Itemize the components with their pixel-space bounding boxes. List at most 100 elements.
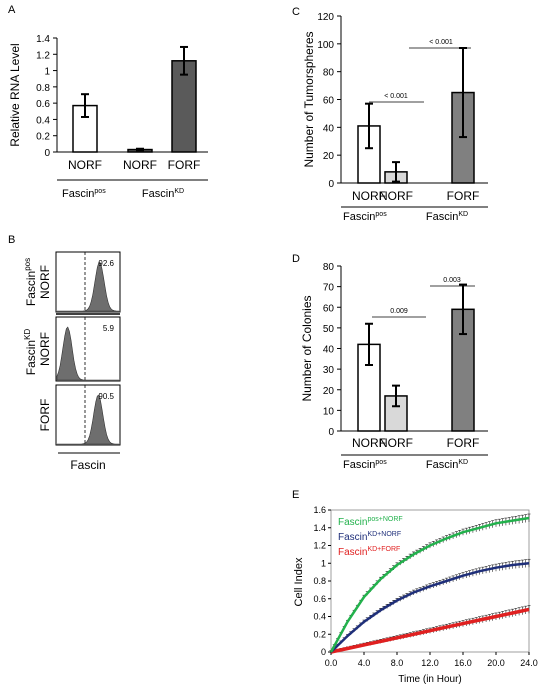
panel-d-ytick-label: 20 (323, 386, 335, 397)
panel-e-legend-entry: FascinKD+FORF (338, 546, 400, 558)
panel-label-d: D (292, 253, 300, 265)
panel-a-ytick-label: 0 (44, 148, 50, 159)
panel-d-group-fascin-kd-sup: KD (458, 459, 468, 466)
panel-c-group-fascin-kd-base: Fascin (426, 211, 458, 223)
panel-d-pvalue: 0.003 (443, 277, 461, 284)
panel-a-group-fascin-pos: Fascinpos (62, 188, 106, 200)
panel-a-bar (171, 60, 197, 153)
panel-a-ytick-label: 0.6 (36, 99, 50, 110)
panel-d-group-fascin-kd: FascinKD (426, 459, 468, 471)
panel-d-group-fascin-pos-base: Fascin (343, 459, 375, 471)
panel-e-ylabel: Cell Index (293, 557, 305, 606)
panel-e-legend-entry-sup: KD+FORF (367, 546, 400, 553)
panel-d-category-label: FORF (447, 436, 480, 450)
panel-b-group-fascin-kd: FascinKD (23, 329, 38, 376)
panel-e-legend-entry: FascinKD+NORF (338, 531, 401, 543)
panel-e-xtick-label: 24.0 (520, 658, 538, 668)
panel-d-ytick-label: 10 (323, 406, 335, 417)
panel-e-ytick-label: 1.2 (313, 541, 326, 551)
panel-e-legend-entry-sup: KD+NORF (367, 531, 401, 538)
panel-d-ytick-label: 80 (323, 262, 335, 273)
panel-a-ytick-label: 0.4 (36, 115, 50, 126)
panel-c-category-label: NORF (379, 189, 413, 203)
panel-a-group-fascin-kd-base: Fascin (142, 188, 174, 200)
panel-d-ytick-label: 50 (323, 324, 335, 335)
panel-a-group-fascin-pos-base: Fascin (62, 188, 94, 200)
panel-b-group-fascin-kd-base: Fascin (24, 340, 38, 375)
panel-a-group-fascin-kd: FascinKD (142, 188, 184, 200)
panel-e-ytick-label: 0.6 (313, 594, 326, 604)
panel-b-group-fascin-pos-base: Fascin (24, 271, 38, 306)
panel-b-percent: 5.9 (103, 324, 115, 333)
panel-e-legend-entry-base: Fascin (338, 547, 367, 558)
panel-d-category-label: NORF (352, 436, 386, 450)
panel-e-xtick-label: 0.0 (325, 658, 338, 668)
panel-d-group-fascin-pos: Fascinpos (343, 459, 387, 471)
panel-c-group-fascin-kd-sup: KD (458, 211, 468, 218)
panel-e-ytick-label: 0.8 (313, 576, 326, 586)
panel-a-ytick-label: 1 (44, 67, 50, 78)
panel-a-ytick-label: 0.2 (36, 132, 50, 143)
panel-d-pvalue: 0.009 (390, 308, 408, 315)
panel-label-e: E (292, 489, 299, 501)
panel-a-ylabel: Relative RNA Level (8, 43, 22, 146)
panel-e-legend-entry: Fascinpos+NORF (338, 516, 403, 528)
panel-e-xtick-label: 16.0 (454, 658, 472, 668)
panel-e-xtick-label: 12.0 (421, 658, 439, 668)
panel-e-xlabel: Time (in Hour) (398, 674, 462, 685)
panel-b-histogram-peak (56, 326, 119, 381)
panel-e-ytick-label: 1 (321, 558, 326, 568)
panel-a-ytick-label: 0.8 (36, 83, 50, 94)
panel-e-series-line (330, 607, 530, 654)
panel-c-ylabel: Number of Tumorspheres (302, 31, 316, 167)
panel-b-row-label: FORF (38, 399, 52, 432)
panel-b-histogram-box (55, 251, 121, 313)
panel-d-ytick-label: 70 (323, 283, 335, 294)
panel-d-ylabel: Number of Colonies (300, 295, 314, 401)
panel-b-histogram-box (55, 384, 121, 446)
panel-b-histogram-peak (57, 395, 119, 445)
panel-c-ytick-label: 120 (317, 12, 334, 23)
panel-b-group-fascin-kd-sup: KD (23, 329, 32, 340)
panel-e-xtick-label: 8.0 (391, 658, 404, 668)
panel-b-histogram-peak (57, 262, 119, 312)
panel-e-ytick-label: 0.4 (313, 612, 326, 622)
panel-label-b: B (8, 234, 15, 246)
panel-a-ytick-label: 1.4 (36, 34, 50, 45)
panel-c-pvalue: < 0.001 (384, 93, 408, 100)
panel-c-ytick-label: 20 (323, 151, 335, 162)
panel-c-pvalue: < 0.001 (429, 39, 453, 46)
panel-d-category-label: NORF (379, 436, 413, 450)
panel-c-ytick-label: 60 (323, 96, 335, 107)
panel-e-xtick-label: 20.0 (487, 658, 505, 668)
panel-b-group-fascin-pos: Fascinpos (23, 258, 38, 306)
panel-c-group-fascin-kd: FascinKD (426, 211, 468, 223)
panel-b-xlabel: Fascin (70, 458, 105, 472)
panel-e-series-line (329, 516, 530, 653)
panel-d-group-fascin-pos-sup: pos (375, 459, 387, 466)
panel-c-group-fascin-pos: Fascinpos (343, 211, 387, 223)
panel-b-row-label: NORF (38, 265, 52, 299)
panel-b-percent: 90.5 (98, 392, 114, 401)
panel-c-ytick-label: 40 (323, 123, 335, 134)
panel-d-group-fascin-kd-base: Fascin (426, 459, 458, 471)
panel-c-ytick-label: 80 (323, 68, 335, 79)
panel-a-category-label: NORF (123, 158, 157, 172)
panel-e-series-line (330, 562, 530, 653)
panel-c-ytick-label: 0 (328, 179, 334, 190)
panel-e-ytick-label: 0.2 (313, 629, 326, 639)
panel-b-group-fascin-pos-sup: pos (23, 258, 32, 271)
panel-e-legend-entry-sup: pos+NORF (367, 516, 402, 523)
panel-c-group-fascin-pos-base: Fascin (343, 211, 375, 223)
panel-label-c: C (292, 6, 300, 18)
panel-e-ytick-label: 1.4 (313, 523, 326, 533)
panel-c-ytick-label: 100 (317, 40, 334, 51)
panel-e-xtick-label: 4.0 (358, 658, 371, 668)
panel-d-ytick-label: 60 (323, 303, 335, 314)
panel-a-group-fascin-kd-sup: KD (174, 188, 184, 195)
panel-e-legend-entry-base: Fascin (338, 532, 367, 543)
panel-a-category-label: NORF (68, 158, 102, 172)
panel-e-ytick-label: 0 (321, 647, 326, 657)
panel-c-category-label: NORF (352, 189, 386, 203)
